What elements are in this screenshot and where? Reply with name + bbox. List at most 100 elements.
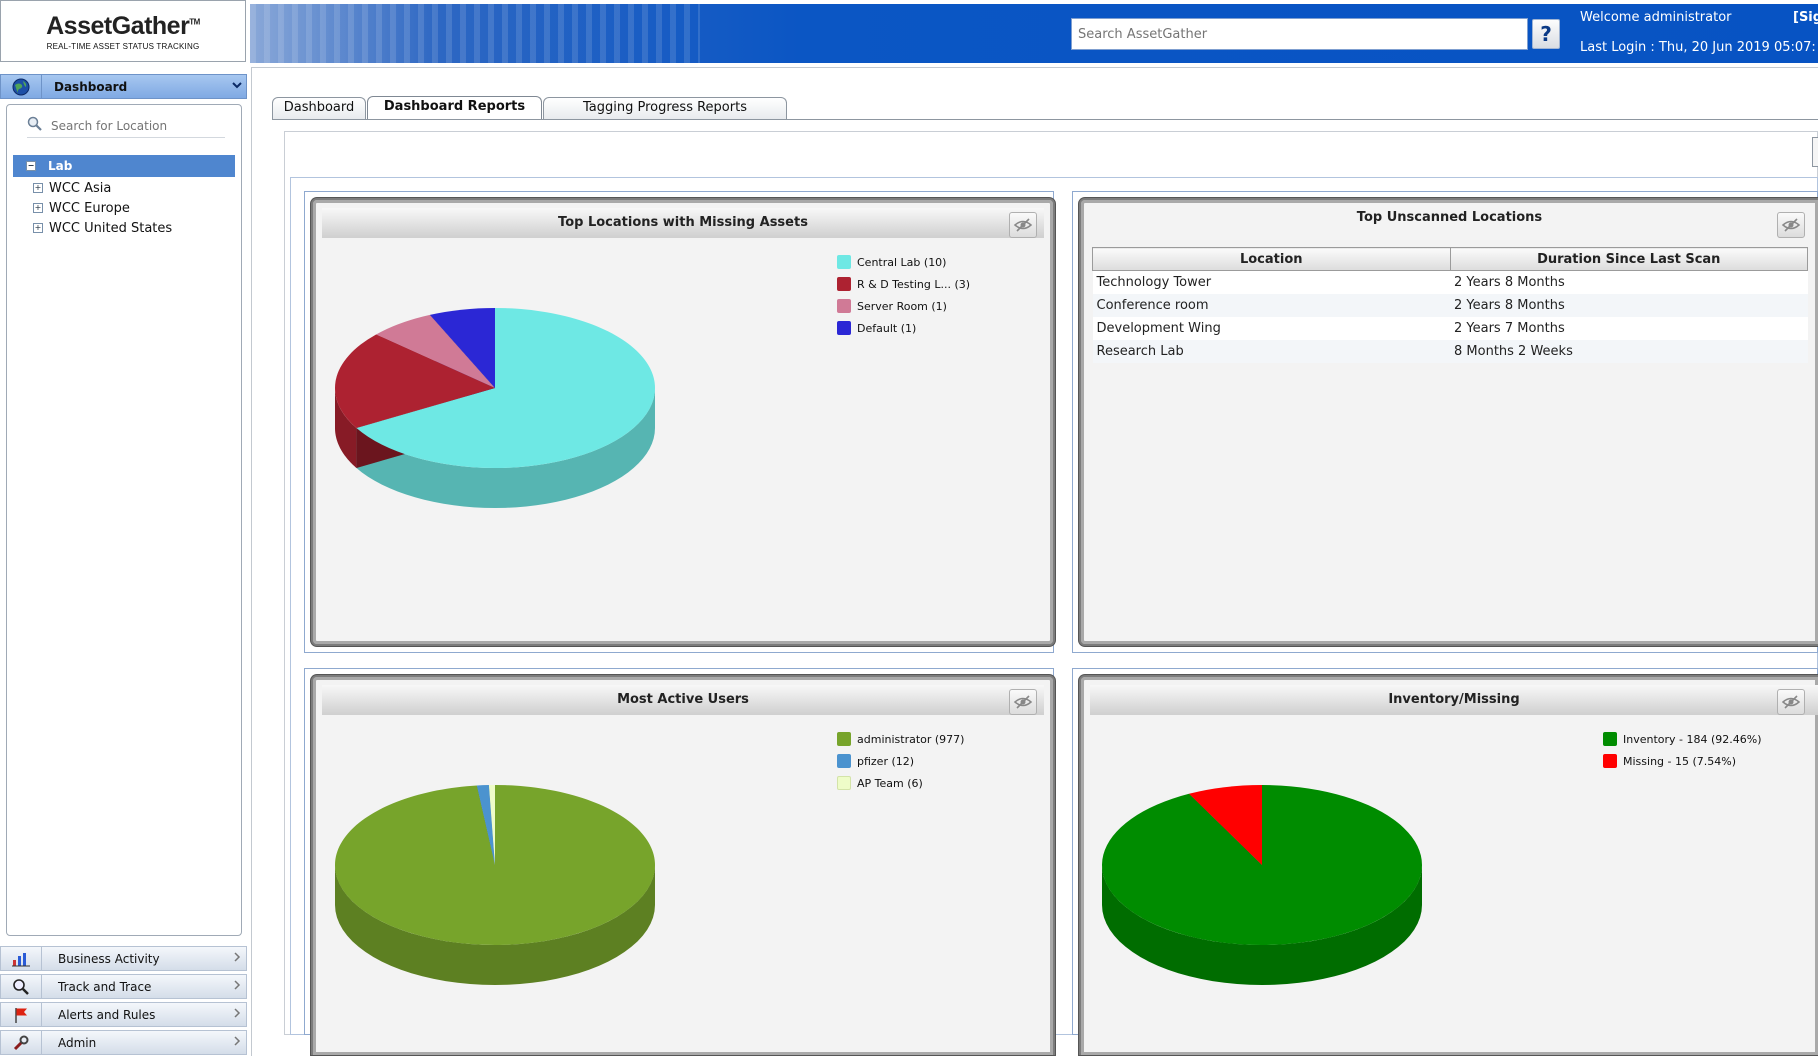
- table-row[interactable]: Conference room 2 Years 8 Months: [1092, 294, 1808, 317]
- duration-cell: 2 Years 7 Months: [1450, 317, 1808, 340]
- tree-node-wcc-europe[interactable]: + WCC Europe: [13, 198, 130, 218]
- unscanned-locations-table: Location Duration Since Last Scan Techno…: [1092, 247, 1808, 363]
- legend-label: Inventory - 184 (92.46%): [1623, 732, 1762, 746]
- pie-slice-ap-team[interactable]: [488, 785, 495, 865]
- sidebar-admin[interactable]: Admin: [0, 1030, 247, 1055]
- legend-swatch: [837, 776, 851, 790]
- location-cell: Technology Tower: [1092, 270, 1450, 294]
- inventory-missing-legend: Inventory - 184 (92.46%) Missing - 15 (7…: [1603, 728, 1762, 772]
- panel-title: Most Active Users: [322, 685, 1044, 715]
- hide-panel-button[interactable]: [1777, 212, 1805, 238]
- toolbar-button[interactable]: [1812, 137, 1818, 167]
- column-header-location[interactable]: Location: [1092, 247, 1451, 271]
- location-tree-panel: − Lab + WCC Asia + WCC Europe + WCC Unit…: [6, 104, 242, 936]
- tab-dashboard[interactable]: Dashboard: [272, 97, 366, 119]
- tab-dashboard-reports[interactable]: Dashboard Reports: [367, 96, 542, 120]
- table-row[interactable]: Technology Tower 2 Years 8 Months: [1092, 270, 1808, 294]
- tab-divider: [272, 119, 1818, 120]
- tree-node-lab[interactable]: − Lab: [13, 155, 235, 177]
- duration-cell: 8 Months 2 Weeks: [1450, 340, 1808, 363]
- pie-slice-server-room[interactable]: [376, 314, 495, 388]
- missing-assets-pie-chart: [335, 308, 655, 508]
- inventory-missing-pie-chart: [1102, 785, 1422, 985]
- pie-slice-central-lab[interactable]: [356, 308, 655, 468]
- legend-label: AP Team (6): [857, 776, 923, 790]
- sidebar-section-label: Admin: [58, 1035, 97, 1050]
- expand-icon[interactable]: +: [33, 203, 43, 213]
- pie-side-0: [335, 865, 655, 985]
- legend-item: Central Lab (10): [837, 251, 970, 273]
- pie-slice-missing[interactable]: [1189, 785, 1262, 865]
- global-search-input[interactable]: [1071, 18, 1528, 50]
- location-search[interactable]: [27, 115, 225, 138]
- last-login-text: Last Login : Thu, 20 Jun 2019 05:07:: [1580, 40, 1816, 55]
- most-active-users-pie-chart: [335, 785, 655, 985]
- brand-tagline: REAL-TIME ASSET STATUS TRACKING: [46, 42, 200, 51]
- eye-off-icon: [1781, 695, 1801, 709]
- legend-item: administrator (977): [837, 728, 964, 750]
- sidebar-track-and-trace[interactable]: Track and Trace: [0, 974, 247, 999]
- pie-slice-default[interactable]: [429, 308, 495, 388]
- header-banner-graphic: [250, 4, 700, 63]
- eye-off-icon: [1781, 218, 1801, 232]
- legend-item: Inventory - 184 (92.46%): [1603, 728, 1762, 750]
- sidebar-section-label: Business Activity: [58, 951, 160, 966]
- tree-node-label: WCC Europe: [49, 200, 130, 216]
- legend-item: Missing - 15 (7.54%): [1603, 750, 1762, 772]
- column-header-duration[interactable]: Duration Since Last Scan: [1449, 247, 1808, 271]
- sidebar-dashboard-header[interactable]: Dashboard: [0, 74, 247, 99]
- legend-label: R & D Testing L... (3): [857, 277, 971, 291]
- missing-assets-panel: Top Locations with Missing Assets Centra…: [311, 198, 1055, 646]
- expand-icon[interactable]: +: [33, 183, 43, 193]
- legend-swatch: [837, 277, 851, 291]
- hide-panel-button[interactable]: [1009, 689, 1037, 715]
- tree-node-label: WCC United States: [49, 220, 173, 236]
- inventory-missing-panel: Inventory/Missing Inventory - 184 (92.46…: [1079, 675, 1818, 1055]
- hide-panel-button[interactable]: [1009, 212, 1037, 238]
- unscanned-locations-panel: Top Unscanned Locations Location Duratio…: [1079, 198, 1818, 646]
- collapse-icon[interactable]: −: [26, 161, 36, 171]
- tab-tagging-progress-reports[interactable]: Tagging Progress Reports: [543, 97, 787, 119]
- chevron-right-icon: [228, 951, 246, 967]
- expand-icon[interactable]: +: [33, 223, 43, 233]
- tree-node-wcc-asia[interactable]: + WCC Asia: [13, 178, 111, 198]
- legend-swatch: [837, 754, 851, 768]
- legend-swatch: [837, 299, 851, 313]
- pie-slice-r-d-testing-l-[interactable]: [335, 334, 495, 428]
- legend-item: Default (1): [837, 317, 970, 339]
- table-row[interactable]: Development Wing 2 Years 7 Months: [1092, 317, 1808, 340]
- pie-slice-pfizer[interactable]: [476, 785, 495, 865]
- sidebar-dashboard-label: Dashboard: [54, 79, 128, 94]
- legend-item: Server Room (1): [837, 295, 970, 317]
- legend-swatch: [837, 321, 851, 335]
- location-cell: Development Wing: [1092, 317, 1450, 340]
- help-button[interactable]: ?: [1532, 19, 1560, 49]
- flag-icon: [1, 1003, 42, 1026]
- sidebar-section-label: Alerts and Rules: [58, 1007, 156, 1022]
- location-cell: Research Lab: [1092, 340, 1450, 363]
- chevron-right-icon: [228, 1035, 246, 1051]
- legend-item: pfizer (12): [837, 750, 964, 772]
- panel-title: Inventory/Missing: [1090, 685, 1818, 715]
- sidebar-business-activity[interactable]: Business Activity: [0, 946, 247, 971]
- sidebar-section-label: Track and Trace: [58, 979, 152, 994]
- duration-cell: 2 Years 8 Months: [1450, 294, 1808, 317]
- legend-item: AP Team (6): [837, 772, 964, 794]
- pie-side-1: [335, 388, 357, 468]
- table-row[interactable]: Research Lab 8 Months 2 Weeks: [1092, 340, 1808, 363]
- pie-side-0: [356, 388, 655, 508]
- magnifier-icon: [1, 975, 42, 998]
- duration-cell: 2 Years 8 Months: [1450, 270, 1808, 294]
- location-search-input[interactable]: [43, 118, 223, 134]
- missing-assets-legend: Central Lab (10) R & D Testing L... (3) …: [837, 251, 970, 339]
- hide-panel-button[interactable]: [1777, 689, 1805, 715]
- app-logo[interactable]: AssetGatherTM REAL-TIME ASSET STATUS TRA…: [0, 0, 246, 62]
- wrench-icon: [1, 1031, 42, 1054]
- bar-chart-icon: [1, 947, 42, 970]
- location-cell: Conference room: [1092, 294, 1450, 317]
- legend-label: Central Lab (10): [857, 255, 947, 269]
- sidebar-alerts-and-rules[interactable]: Alerts and Rules: [0, 1002, 247, 1027]
- content-frame: [251, 67, 1818, 1056]
- tree-node-wcc-united-states[interactable]: + WCC United States: [13, 218, 172, 238]
- signout-link[interactable]: [Sig: [1793, 10, 1818, 25]
